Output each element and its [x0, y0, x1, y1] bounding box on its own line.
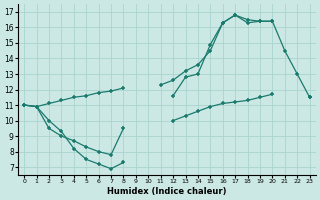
X-axis label: Humidex (Indice chaleur): Humidex (Indice chaleur)	[107, 187, 227, 196]
